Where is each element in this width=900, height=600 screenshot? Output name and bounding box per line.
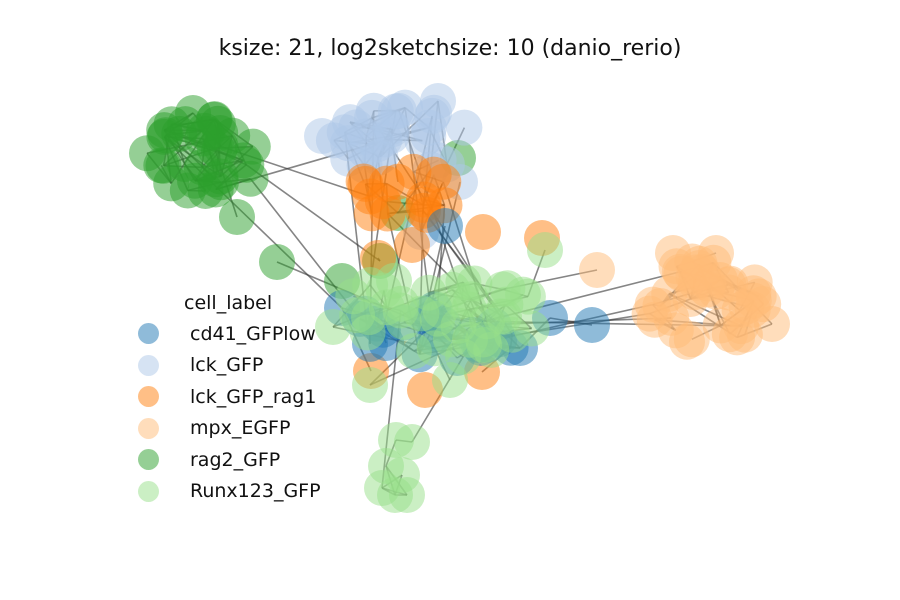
network-node (394, 424, 430, 460)
network-node (304, 118, 340, 154)
network-node (726, 316, 763, 353)
network-node (440, 307, 477, 344)
network-node (420, 83, 456, 119)
legend-swatch (138, 323, 159, 345)
network-node (394, 227, 430, 263)
network-node (432, 362, 468, 398)
network-node (347, 165, 384, 202)
network-node (175, 95, 211, 131)
network-node (698, 235, 734, 271)
legend-label: rag2_GFP (190, 448, 281, 471)
network-node (446, 109, 483, 146)
legend-label: cd41_GFPlow (190, 322, 316, 345)
node-layer (129, 83, 790, 513)
network-node (228, 146, 265, 183)
legend-item: lck_GFP (138, 350, 321, 382)
legend-item: cd41_GFPlow (138, 318, 321, 350)
network-node (574, 307, 610, 343)
network-node (469, 303, 506, 340)
network-node (219, 199, 255, 235)
network-node (129, 135, 165, 172)
legend-item: mpx_EGFP (138, 413, 321, 445)
network-node (527, 232, 563, 268)
network-node (197, 161, 234, 198)
network-node (579, 252, 615, 288)
legend-label: Runx123_GFP (190, 480, 321, 503)
chart-title: ksize: 21, log2sketchsize: 10 (danio_rer… (218, 36, 682, 61)
network-node (332, 104, 368, 141)
network-node (410, 274, 447, 311)
network-node (427, 208, 463, 244)
network-node (513, 310, 550, 347)
network-node (364, 470, 400, 506)
network-node (489, 270, 526, 307)
network-node (754, 306, 790, 342)
network-node (352, 267, 389, 303)
legend-swatch (138, 386, 159, 408)
network-node (465, 214, 501, 250)
network-node (315, 309, 351, 345)
network-node (416, 330, 453, 367)
network-node (153, 165, 190, 202)
legend-label: mpx_EGFP (190, 417, 291, 440)
network-node (673, 321, 710, 358)
legend-item: Runx123_GFP (138, 476, 321, 508)
network-node (655, 235, 691, 271)
legend: cell_label cd41_GFPlow lck_GFP lck_GFP_rag… (138, 292, 321, 507)
legend-swatch (138, 480, 159, 502)
legend-item: rag2_GFP (138, 444, 321, 476)
network-node (383, 285, 420, 322)
legend-swatch (138, 417, 159, 439)
legend-label: lck_GFP_rag1 (190, 385, 317, 408)
network-node (352, 367, 388, 403)
legend-label: lck_GFP (190, 354, 264, 377)
legend-swatch (138, 354, 159, 376)
network-node (395, 153, 432, 190)
network-node (636, 301, 673, 338)
network-node (259, 244, 295, 280)
legend-swatch (138, 449, 159, 471)
network-node (445, 264, 482, 301)
legend-item: lck_GFP_rag1 (138, 381, 321, 413)
legend-title: cell_label (184, 292, 273, 314)
